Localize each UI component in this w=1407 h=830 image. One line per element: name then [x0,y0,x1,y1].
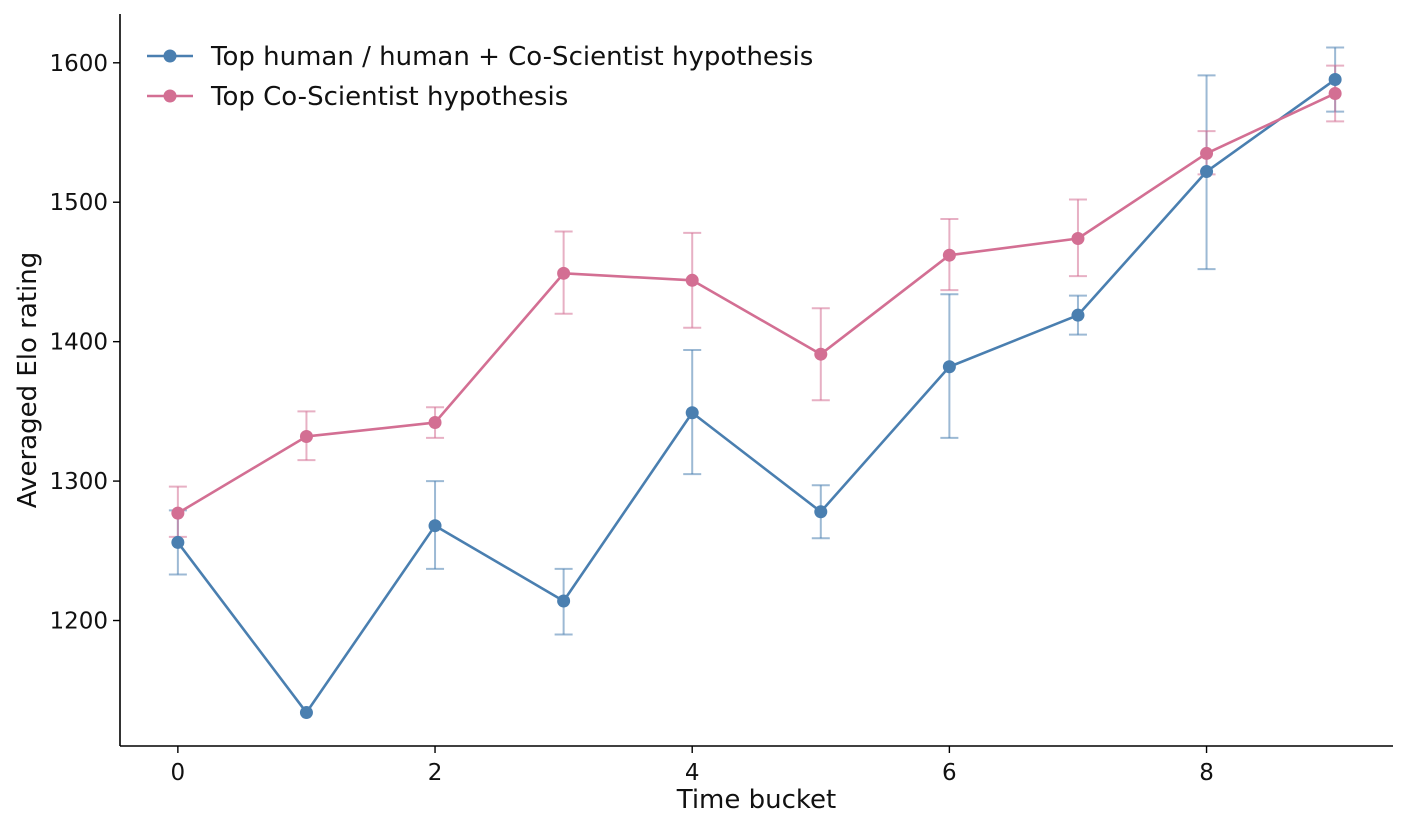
y-tick-label: 1400 [49,330,108,356]
x-tick-label: 4 [685,760,700,786]
series-lines-layer [176,78,1336,714]
legend-swatch-marker [163,49,177,63]
x-tick-label: 0 [171,760,186,786]
data-point [1200,146,1214,160]
data-point [942,248,956,262]
series-line-1 [177,92,1336,515]
y-tick-label: 1500 [49,190,108,216]
data-point [171,535,185,549]
data-point [814,505,828,519]
data-point [1328,73,1342,87]
data-point [1328,86,1342,100]
x-tick-label: 6 [942,760,957,786]
x-tick-label: 2 [428,760,443,786]
legend-entry-human: Top human / human + Co-Scientist hypothe… [147,42,813,72]
data-point [1071,231,1085,245]
data-point [814,347,828,361]
data-point [171,506,185,520]
legend-label: Top human / human + Co-Scientist hypothe… [210,42,813,72]
data-point [428,519,442,533]
legend-swatch-marker [163,89,177,103]
data-point [1200,165,1214,179]
x-tick-label: 8 [1199,760,1214,786]
legend-label: Top Co-Scientist hypothesis [210,82,568,112]
data-point [428,416,442,430]
x-axis-title: Time bucket [676,785,837,815]
data-point [685,406,699,420]
y-tick-label: 1300 [49,469,108,495]
y-tick-label: 1600 [49,51,108,77]
series-line-0 [176,78,1336,714]
data-point [299,706,313,720]
legend: Top human / human + Co-Scientist hypothe… [147,42,813,112]
data-point [685,273,699,287]
legend-entry-coscientist: Top Co-Scientist hypothesis [147,82,568,112]
axes-layer: 0 2 4 6 8 1200 1300 1400 1500 1600 [49,14,1393,786]
data-point [557,266,571,280]
data-point [557,594,571,608]
data-point [299,429,313,443]
series-points-layer [171,73,1342,720]
data-point [1071,308,1085,322]
y-axis-title: Averaged Elo rating [13,252,43,508]
y-tick-label: 1200 [49,609,108,635]
error-bars-layer [168,46,1345,636]
data-point [942,360,956,374]
